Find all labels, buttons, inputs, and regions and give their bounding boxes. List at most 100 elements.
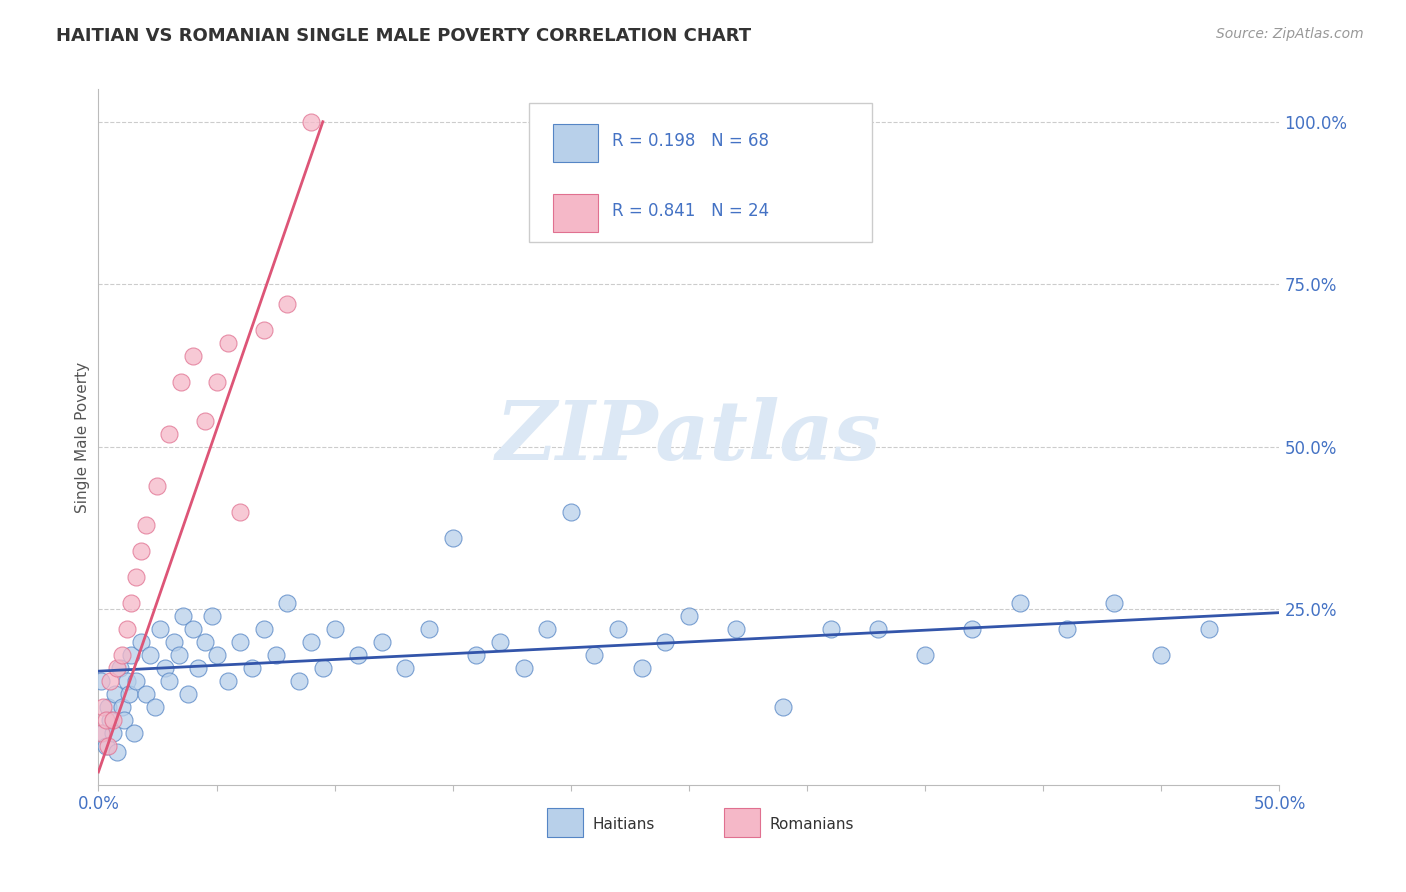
Point	[1056, 622, 1078, 636]
Point	[820, 622, 842, 636]
Point	[194, 414, 217, 428]
Point	[276, 297, 298, 311]
Point	[1150, 648, 1173, 662]
Point	[441, 531, 464, 545]
Point	[323, 622, 346, 636]
Point	[630, 661, 652, 675]
Point	[418, 622, 440, 636]
Point	[170, 375, 193, 389]
Point	[157, 673, 180, 688]
Point	[153, 661, 176, 675]
Point	[276, 596, 298, 610]
Point	[962, 622, 984, 636]
Point	[135, 517, 157, 532]
FancyBboxPatch shape	[724, 808, 759, 837]
Y-axis label: Single Male Poverty: Single Male Poverty	[75, 361, 90, 513]
Point	[264, 648, 287, 662]
Point	[465, 648, 488, 662]
Point	[105, 661, 128, 675]
Point	[229, 635, 252, 649]
Point	[1198, 622, 1220, 636]
Point	[163, 635, 186, 649]
Text: HAITIAN VS ROMANIAN SINGLE MALE POVERTY CORRELATION CHART: HAITIAN VS ROMANIAN SINGLE MALE POVERTY …	[56, 27, 751, 45]
FancyBboxPatch shape	[553, 124, 598, 162]
Point	[98, 673, 121, 688]
Text: R = 0.198   N = 68: R = 0.198 N = 68	[612, 132, 769, 151]
Point	[299, 635, 322, 649]
Point	[288, 673, 311, 688]
Point	[94, 739, 117, 753]
Point	[217, 673, 239, 688]
Point	[299, 114, 322, 128]
Point	[205, 648, 228, 662]
Point	[122, 726, 145, 740]
Point	[125, 570, 148, 584]
Point	[394, 661, 416, 675]
Point	[253, 323, 276, 337]
Point	[607, 622, 630, 636]
Point	[512, 661, 534, 675]
Point	[129, 544, 152, 558]
Point	[172, 608, 194, 623]
Point	[118, 687, 141, 701]
Point	[111, 648, 134, 662]
Point	[914, 648, 936, 662]
Point	[149, 622, 172, 636]
Point	[135, 687, 157, 701]
Point	[181, 622, 204, 636]
Point	[194, 635, 217, 649]
Point	[371, 635, 394, 649]
Point	[866, 622, 889, 636]
Point	[253, 622, 276, 636]
Point	[104, 687, 127, 701]
Point	[94, 713, 117, 727]
Point	[143, 700, 166, 714]
Point	[229, 505, 252, 519]
Point	[347, 648, 370, 662]
Point	[146, 479, 169, 493]
Point	[101, 713, 124, 727]
Point	[312, 661, 335, 675]
Point	[201, 608, 224, 623]
Text: Haitians: Haitians	[592, 817, 654, 832]
Point	[91, 700, 114, 714]
Point	[1102, 596, 1125, 610]
Point	[111, 700, 134, 714]
Point	[121, 648, 143, 662]
Point	[583, 648, 606, 662]
Point	[217, 335, 239, 350]
Point	[98, 713, 121, 727]
Point	[1008, 596, 1031, 610]
Text: R = 0.841   N = 24: R = 0.841 N = 24	[612, 202, 769, 220]
FancyBboxPatch shape	[547, 808, 582, 837]
Text: Romanians: Romanians	[769, 817, 853, 832]
Text: ZIPatlas: ZIPatlas	[496, 397, 882, 477]
Point	[678, 608, 700, 623]
Point	[121, 596, 143, 610]
Point	[125, 673, 148, 688]
Point	[101, 726, 124, 740]
Point	[725, 622, 748, 636]
Point	[240, 661, 263, 675]
Point	[115, 622, 138, 636]
FancyBboxPatch shape	[553, 194, 598, 232]
Point	[177, 687, 200, 701]
Point	[90, 726, 112, 740]
Point	[97, 700, 120, 714]
Point	[115, 673, 138, 688]
Point	[181, 349, 204, 363]
Point	[129, 635, 152, 649]
Point	[91, 726, 114, 740]
Point	[187, 661, 209, 675]
Text: Source: ZipAtlas.com: Source: ZipAtlas.com	[1216, 27, 1364, 41]
Point	[90, 673, 112, 688]
Point	[108, 661, 131, 675]
FancyBboxPatch shape	[530, 103, 872, 243]
Point	[112, 713, 135, 727]
Point	[205, 375, 228, 389]
Point	[489, 635, 512, 649]
Point	[772, 700, 794, 714]
Point	[157, 426, 180, 441]
Point	[560, 505, 582, 519]
Point	[167, 648, 190, 662]
